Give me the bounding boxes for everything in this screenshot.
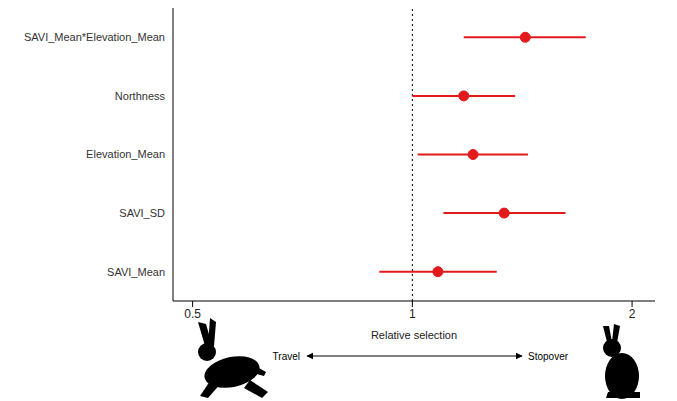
svg-text:SAVI_Mean*Elevation_Mean: SAVI_Mean*Elevation_Mean [24,31,165,43]
svg-text:2: 2 [629,307,636,321]
svg-text:SAVI_SD: SAVI_SD [119,207,165,219]
svg-text:Elevation_Mean: Elevation_Mean [86,148,165,160]
svg-text:SAVI_Mean: SAVI_Mean [107,266,165,278]
svg-text:Relative selection: Relative selection [371,329,457,341]
svg-text:0.5: 0.5 [184,307,201,321]
svg-text:Northness: Northness [115,90,166,102]
svg-text:Travel: Travel [273,351,300,362]
svg-text:Stopover: Stopover [528,351,569,362]
svg-text:1: 1 [409,307,416,321]
